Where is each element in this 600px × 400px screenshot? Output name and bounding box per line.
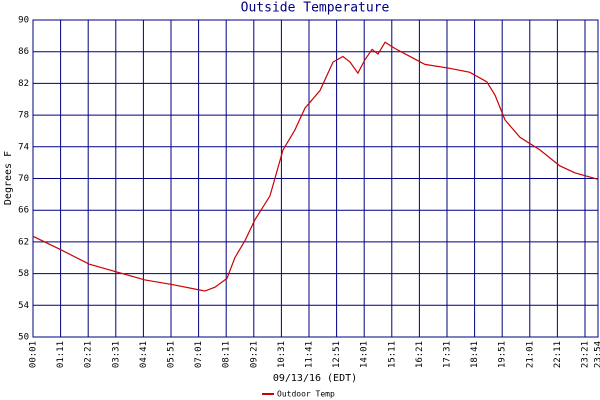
x-tick-label: 07:01 <box>194 341 204 368</box>
x-tick-label: 19:51 <box>498 341 508 368</box>
y-tick-label: 50 <box>18 333 29 343</box>
y-tick-label: 74 <box>18 142 29 152</box>
x-tick-label: 18:41 <box>470 341 480 368</box>
x-tick-label: 04:41 <box>139 341 149 368</box>
x-tick-label: 09:21 <box>249 341 259 368</box>
x-tick-label: 15:11 <box>387 341 397 368</box>
y-tick-label: 78 <box>18 111 29 121</box>
x-tick-label: 01:11 <box>56 341 66 368</box>
x-tick-label: 00:01 <box>29 341 39 368</box>
y-tick-label: 58 <box>18 269 29 279</box>
y-tick-label: 66 <box>18 206 29 216</box>
x-tick-label: 14:01 <box>360 341 370 368</box>
y-tick-label: 62 <box>18 237 29 247</box>
x-tick-label: 03:31 <box>111 341 121 368</box>
legend-label: Outdoor Temp <box>277 390 335 399</box>
x-tick-label: 05:51 <box>166 341 176 368</box>
x-tick-label: 11:41 <box>304 341 314 368</box>
x-tick-label: 21:01 <box>525 341 535 368</box>
y-tick-label: 86 <box>18 47 29 57</box>
x-tick-label: 22:11 <box>553 341 563 368</box>
x-tick-label: 17:31 <box>442 341 452 368</box>
y-tick-label: 90 <box>18 16 29 26</box>
x-tick-label: 12:51 <box>332 341 342 368</box>
x-tick-label: 23:21 <box>580 341 590 368</box>
y-tick-label: 54 <box>18 301 29 311</box>
series-line <box>32 41 599 292</box>
y-axis-label: Degrees F <box>3 151 14 205</box>
chart-title: Outside Temperature <box>241 1 390 16</box>
y-tick-label: 70 <box>18 174 29 184</box>
y-tick-label: 82 <box>18 79 29 89</box>
x-tick-label: 16:21 <box>415 341 425 368</box>
x-tick-label: 23:54 <box>594 341 600 368</box>
x-axis-label: 09/13/16 (EDT) <box>273 373 357 384</box>
x-tick-label: 10:31 <box>277 341 287 368</box>
x-tick-label: 08:11 <box>222 341 232 368</box>
x-tick-label: 02:21 <box>84 341 94 368</box>
